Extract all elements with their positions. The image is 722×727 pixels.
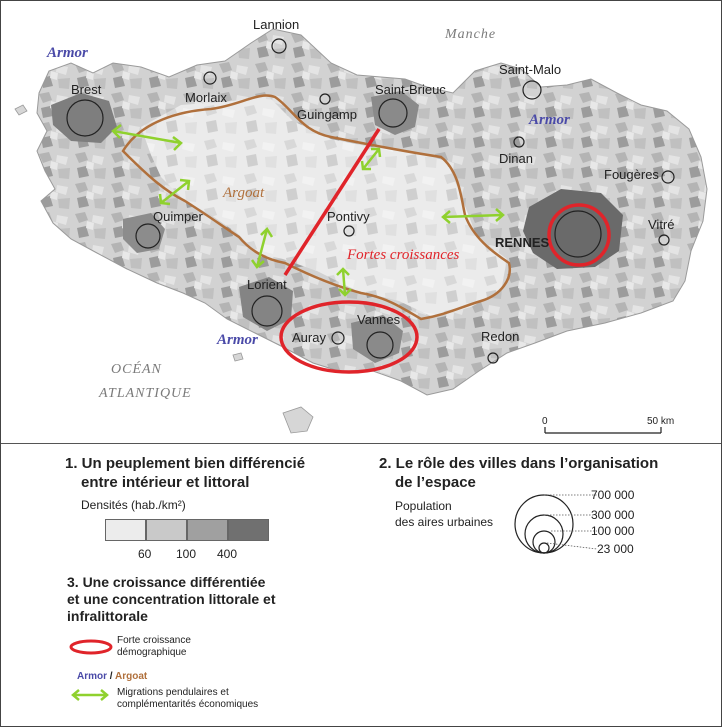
circle-auray	[331, 331, 345, 345]
city-label-morlaix: Morlaix	[185, 90, 227, 105]
pop-value-700000: 700 000	[591, 488, 635, 502]
city-label-vannes: Vannes	[357, 312, 401, 327]
scale-max: 50 km	[647, 416, 674, 427]
pop-value-300000: 300 000	[591, 508, 635, 522]
lorient-urban-area	[239, 277, 293, 331]
density-tick-100: 100	[176, 547, 197, 561]
region-label-armor-west: Armor	[46, 45, 88, 61]
legend-3-title-line2: et une concentration littorale et	[67, 591, 276, 607]
growth-legend-symbol	[69, 639, 113, 655]
pop-value-100000: 100 000	[591, 524, 635, 538]
growth-legend-line2: démographique	[117, 647, 187, 658]
city-label-auray: Auray	[292, 330, 326, 345]
circle-lannion	[271, 38, 287, 54]
circle-quimper	[135, 223, 161, 249]
circle-guingamp	[319, 93, 331, 105]
city-label-quimper: Quimper	[153, 209, 204, 224]
growth-ellipse-vannes	[279, 300, 419, 374]
legend-slash: /	[107, 671, 115, 682]
density-swatch-2	[146, 519, 187, 541]
legend-3-title-line1: 3. Une croissance différentiée	[67, 574, 266, 590]
circle-vitre	[658, 234, 670, 246]
pop-label-line2: des aires urbaines	[395, 515, 494, 529]
city-label-dinan: Dinan	[499, 151, 533, 166]
density-tick-400: 400	[217, 547, 238, 561]
circle-lorient	[251, 295, 283, 327]
quimper-urban-area	[123, 213, 165, 253]
rennes-urban-area	[523, 189, 623, 269]
region-label-armor-south: Armor	[216, 332, 258, 348]
density-tick-60: 60	[138, 547, 152, 561]
region-label-armor-east: Armor	[528, 112, 570, 128]
scale-zero: 0	[542, 416, 548, 427]
pop-label-line1: Population	[395, 499, 452, 513]
city-circles	[66, 38, 675, 364]
city-label-rennes: RENNES	[495, 235, 550, 250]
density-swatch-1	[105, 519, 146, 541]
circle-fougeres	[661, 170, 675, 184]
sea-label-ocean: OCÉAN	[111, 360, 162, 377]
circle-brest	[66, 99, 104, 137]
migration-legend-line2: complémentarités économiques	[117, 699, 259, 710]
city-label-fougeres: Fougères	[604, 167, 659, 182]
legend: 1. Un peuplement bien différencié entre …	[1, 444, 721, 726]
argoat-boundary	[121, 94, 512, 321]
vannes-urban-area	[351, 315, 403, 363]
circle-saint-brieuc	[378, 98, 408, 128]
saint-brieuc-urban-area	[371, 91, 419, 135]
pop-value-23000: 23 000	[597, 542, 634, 556]
density-swatch-4	[228, 519, 269, 541]
city-label-pontivy: Pontivy	[327, 209, 370, 224]
sea-label-atlantique: ATLANTIQUE	[98, 386, 192, 401]
circle-dinan	[513, 136, 525, 148]
city-label-lannion: Lannion	[253, 17, 299, 32]
brittany-map: Manche OCÉAN ATLANTIQUE Armor Armor Armo…	[14, 17, 708, 434]
ouessant-island	[14, 104, 28, 116]
growth-label: Fortes croissances	[346, 247, 460, 263]
circle-vannes	[366, 331, 394, 359]
legend-2-title-line1: 2. Le rôle des villes dans l’organisatio…	[379, 455, 659, 472]
city-label-vitre: Vitré	[648, 217, 675, 232]
region-label-argoat: Argoat	[222, 185, 265, 201]
city-label-redon: Redon	[481, 329, 519, 344]
belle-ile	[282, 406, 314, 434]
city-label-saint-brieuc: Saint-Brieuc	[375, 82, 446, 97]
circle-saint-malo	[522, 80, 542, 100]
argoat-interior	[141, 95, 507, 317]
city-label-brest: Brest	[71, 82, 102, 97]
growth-axis-line	[283, 128, 381, 276]
legend-3-title-line3: infralittorale	[67, 608, 148, 624]
brest-urban-area	[51, 93, 117, 143]
city-label-saint-malo: Saint-Malo	[499, 62, 561, 77]
scale-bar: 0 50 km	[542, 416, 674, 434]
migration-arrows	[111, 124, 505, 297]
armor-argoat-legend: Armor / Argoat	[77, 671, 147, 683]
circle-redon	[487, 352, 499, 364]
population-circles	[514, 494, 598, 554]
legend-2-title-line2: de l’espace	[395, 474, 476, 491]
density-label: Densités (hab./km²)	[81, 498, 186, 512]
legend-armor: Armor	[77, 671, 108, 682]
density-swatch-3	[187, 519, 228, 541]
circle-morlaix	[203, 71, 217, 85]
growth-circle-rennes	[547, 203, 611, 267]
migration-legend-symbol	[71, 689, 109, 701]
sea-label-manche: Manche	[444, 27, 496, 42]
legend-1-title-line1: 1. Un peuplement bien différencié	[65, 455, 306, 472]
legend-1-title-line2: entre intérieur et littoral	[81, 474, 250, 491]
legend-argoat: Argoat	[114, 671, 148, 682]
city-label-lorient: Lorient	[247, 277, 287, 292]
circle-pontivy	[343, 225, 355, 237]
migration-legend-line1: Migrations pendulaires et	[117, 687, 229, 698]
growth-legend-line1: Forte croissance	[117, 635, 191, 646]
circle-rennes	[554, 210, 602, 258]
groix-island	[232, 352, 244, 362]
city-label-guingamp: Guingamp	[297, 107, 357, 122]
legend-divider	[1, 443, 721, 444]
